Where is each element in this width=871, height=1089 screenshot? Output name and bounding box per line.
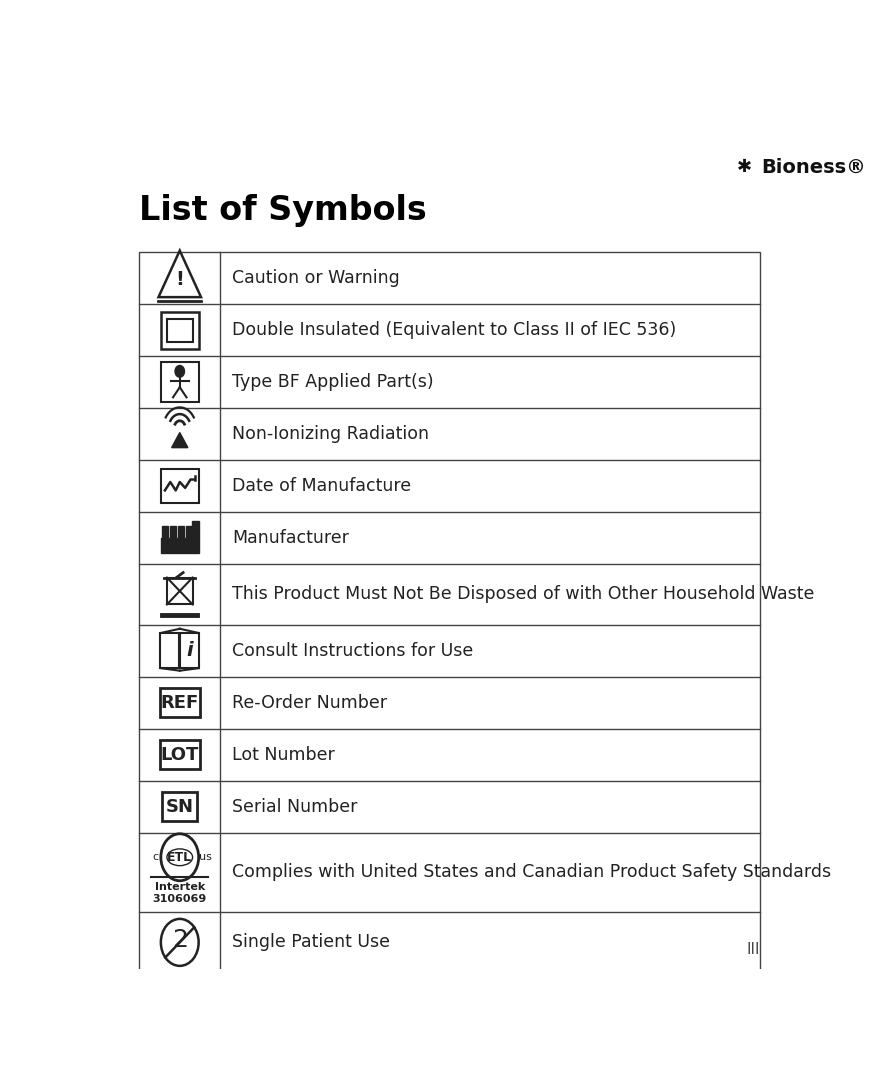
Text: Re-Order Number: Re-Order Number [233, 694, 388, 711]
Polygon shape [172, 432, 188, 448]
Text: III: III [746, 942, 760, 956]
Polygon shape [161, 538, 199, 553]
Circle shape [175, 366, 185, 377]
Polygon shape [170, 526, 176, 538]
Text: ✱: ✱ [737, 158, 753, 175]
Text: Single Patient Use: Single Patient Use [233, 933, 390, 952]
Text: Caution or Warning: Caution or Warning [233, 269, 400, 287]
Text: Serial Number: Serial Number [233, 797, 358, 816]
Text: 3106069: 3106069 [152, 894, 207, 904]
Text: Double Insulated (Equivalent to Class II of IEC 536): Double Insulated (Equivalent to Class II… [233, 321, 677, 340]
Text: Manufacturer: Manufacturer [233, 529, 349, 547]
Polygon shape [192, 522, 199, 538]
Text: This Product Must Not Be Disposed of with Other Household Waste: This Product Must Not Be Disposed of wit… [233, 586, 814, 603]
Polygon shape [186, 526, 192, 538]
Text: c: c [152, 853, 159, 862]
Text: List of Symbols: List of Symbols [139, 194, 427, 227]
Text: LOT: LOT [160, 746, 199, 763]
Text: Non-Ionizing Radiation: Non-Ionizing Radiation [233, 425, 429, 443]
Text: Bioness®: Bioness® [761, 158, 866, 176]
Text: Date of Manufacture: Date of Manufacture [233, 477, 411, 495]
Text: Complies with United States and Canadian Product Safety Standards: Complies with United States and Canadian… [233, 864, 832, 881]
Text: REF: REF [160, 694, 199, 711]
Text: SN: SN [165, 797, 193, 816]
Polygon shape [178, 526, 185, 538]
Text: Type BF Applied Part(s): Type BF Applied Part(s) [233, 374, 434, 391]
Text: 2: 2 [172, 928, 188, 952]
Text: !: ! [175, 270, 184, 289]
Text: i: i [186, 641, 193, 660]
Text: Consult Instructions for Use: Consult Instructions for Use [233, 641, 474, 660]
Text: us: us [199, 853, 212, 862]
Polygon shape [161, 526, 168, 538]
Text: Intertek: Intertek [155, 882, 205, 893]
Text: ETL: ETL [167, 851, 192, 864]
Text: Lot Number: Lot Number [233, 746, 335, 763]
